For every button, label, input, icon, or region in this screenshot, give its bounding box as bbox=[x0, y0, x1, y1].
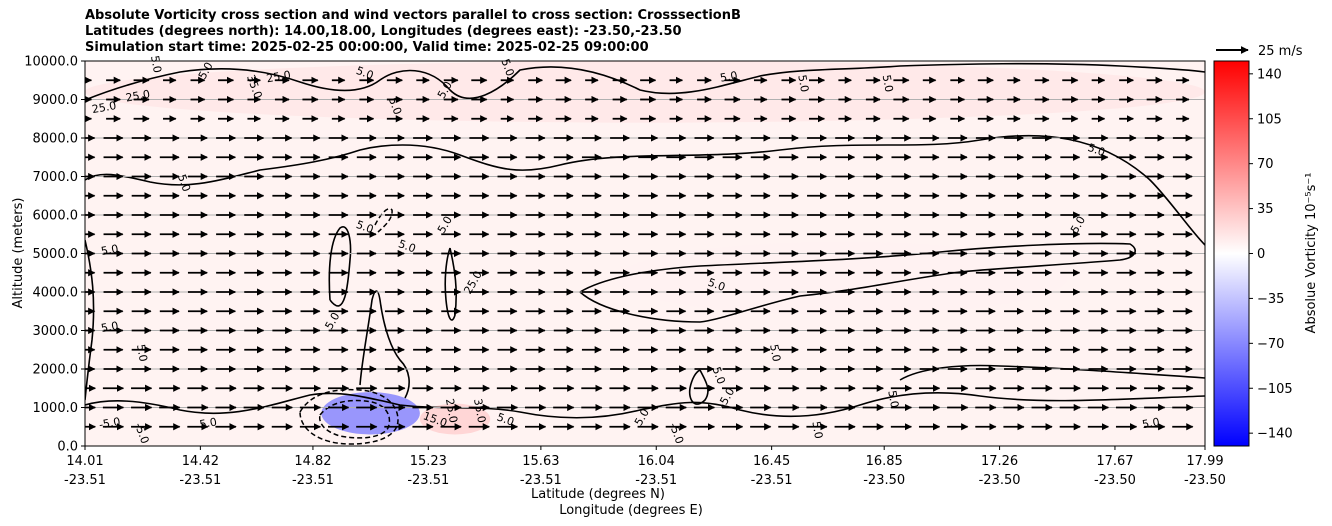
contour-label: 5.0 bbox=[719, 69, 738, 85]
colorbar-tick-label: −35 bbox=[1257, 292, 1284, 307]
contour-label: 5.0 bbox=[100, 319, 119, 335]
contour-label: 5.0 bbox=[495, 411, 516, 429]
colorbar-tick-label: 35 bbox=[1257, 202, 1274, 217]
x-tick-label-lat: 17.67 bbox=[1096, 454, 1133, 469]
x-tick-label-lat: 14.42 bbox=[182, 454, 219, 469]
y-tick-label: 0.0 bbox=[57, 440, 78, 455]
contour-label: 5.0 bbox=[767, 343, 783, 362]
colorbar-tick-label: 0 bbox=[1257, 247, 1265, 262]
contour-label: 5.0 bbox=[397, 237, 418, 255]
contour-label: 25.0 bbox=[265, 68, 291, 85]
quiver-key-label: 25 m/s bbox=[1258, 44, 1303, 59]
contour-label: 25.0 bbox=[125, 88, 151, 105]
contour-label: 25.0 bbox=[443, 398, 460, 424]
contour-line bbox=[578, 242, 1136, 323]
y-tick-label: 5000.0 bbox=[33, 247, 79, 262]
contour-label: 25.0 bbox=[91, 99, 117, 116]
colorbar-tick-label: −70 bbox=[1257, 337, 1284, 352]
x-tick-label-lon: -23.50 bbox=[1184, 473, 1226, 488]
contour-label: 5.0 bbox=[386, 96, 404, 117]
x-tick-label-lat: 14.82 bbox=[294, 454, 331, 469]
x-tick-label-lon: -23.50 bbox=[1094, 473, 1136, 488]
x-tick-label-lat: 16.04 bbox=[638, 454, 675, 469]
colorbar-tick-label: 70 bbox=[1257, 157, 1274, 172]
x-tick-label-lat: 16.45 bbox=[753, 454, 790, 469]
x-tick-label-lon: -23.51 bbox=[520, 473, 562, 488]
x-tick-label-lat: 15.23 bbox=[410, 454, 447, 469]
contour-label: 5.0 bbox=[809, 420, 825, 439]
contour-line-negative bbox=[374, 208, 393, 233]
y-tick-label: 3000.0 bbox=[33, 324, 79, 339]
quiver-key: 25 m/s bbox=[1216, 44, 1303, 59]
contour-label: 5.0 bbox=[880, 74, 896, 93]
y-tick-label: 6000.0 bbox=[33, 209, 79, 224]
y-axis: 0.0 1000.0 2000.0 3000.0 4000.0 5000.0 6000.0 7… bbox=[24, 55, 85, 455]
contour-line bbox=[359, 290, 410, 399]
x-tick-label-lat: 17.26 bbox=[981, 454, 1018, 469]
x-tick-label-lon: -23.50 bbox=[863, 473, 905, 488]
colorbar-ticks: 140 105 70 35 0 −35 −70 −105 −140 bbox=[1249, 67, 1293, 442]
x-tick-label-lon: -23.51 bbox=[751, 473, 793, 488]
contour-label: 35.0 bbox=[471, 398, 488, 424]
contour-line bbox=[85, 239, 95, 401]
x-axis-label-longitude: Longitude (degrees E) bbox=[559, 503, 703, 518]
contour-label: 5.0 bbox=[795, 74, 811, 93]
contour-label: 5.0 bbox=[1141, 415, 1160, 431]
y-tick-label: 7000.0 bbox=[33, 170, 79, 185]
contour-line bbox=[85, 391, 1205, 419]
contour-line-negative bbox=[299, 388, 399, 445]
x-tick-label-lon: -23.51 bbox=[635, 473, 677, 488]
y-tick-label: 9000.0 bbox=[33, 93, 79, 108]
x-tick-label-lon: -23.51 bbox=[64, 473, 106, 488]
x-axis: 14.01 -23.51 14.42 -23.51 14.82 -23.51 15.23 -2… bbox=[64, 446, 1226, 488]
chart-title-line-3: Simulation start time: 2025-02-25 00:00:… bbox=[85, 40, 649, 55]
contour-label: 5.0 bbox=[198, 415, 217, 431]
y-tick-label: 10000.0 bbox=[24, 55, 78, 70]
x-tick-label-lat: 15.63 bbox=[522, 454, 559, 469]
x-tick-label-lat: 14.01 bbox=[66, 454, 103, 469]
y-tick-label: 8000.0 bbox=[33, 132, 79, 147]
contour-label: 5.0 bbox=[354, 64, 375, 82]
y-tick-label: 1000.0 bbox=[33, 401, 79, 416]
contour-line bbox=[85, 62, 1205, 101]
contour-label: 5.0 bbox=[885, 389, 901, 408]
contour-line bbox=[688, 369, 709, 405]
x-axis-label-latitude: Latitude (degrees N) bbox=[531, 487, 665, 502]
contour-label: 5.0 bbox=[710, 365, 728, 386]
negative-contours bbox=[299, 208, 399, 445]
colorbar-tick-label: 140 bbox=[1257, 67, 1282, 82]
y-axis-label: Altitude (meters) bbox=[11, 198, 26, 309]
contour-label: 5.0 bbox=[706, 276, 727, 294]
colorbar bbox=[1213, 60, 1250, 447]
contour-line-negative bbox=[318, 399, 391, 439]
chart-title-line-2: Latitudes (degrees north): 14.00,18.00, … bbox=[85, 24, 682, 39]
colorbar-tick-label: 105 bbox=[1257, 112, 1282, 127]
shading-region bbox=[616, 241, 1068, 316]
wind-vectors bbox=[85, 76, 1194, 431]
contour-line bbox=[899, 364, 1205, 381]
colorbar-tick-label: −105 bbox=[1257, 382, 1293, 397]
chart-title-line-1: Absolute Vorticity cross section and win… bbox=[85, 8, 741, 23]
contour-label: 5.0 bbox=[148, 54, 164, 73]
x-tick-label-lat: 17.99 bbox=[1186, 454, 1223, 469]
contour-label: 5.0 bbox=[134, 343, 150, 362]
contour-label: 5.0 bbox=[498, 57, 516, 78]
x-tick-label-lat: 16.85 bbox=[866, 454, 903, 469]
x-tick-label-lon: -23.51 bbox=[179, 473, 221, 488]
contour-label: 5.0 bbox=[354, 218, 375, 236]
contour-label: 5.0 bbox=[1086, 141, 1107, 159]
colorbar-label: Absolue Vorticity 10⁻⁵s⁻¹ bbox=[1304, 173, 1319, 334]
contour-line bbox=[328, 226, 352, 307]
x-tick-label-lon: -23.51 bbox=[292, 473, 334, 488]
y-tick-label: 4000.0 bbox=[33, 286, 79, 301]
colorbar-tick-label: −140 bbox=[1257, 427, 1293, 442]
contour-label: 5.0 bbox=[100, 242, 119, 258]
x-tick-label-lon: -23.50 bbox=[979, 473, 1021, 488]
contour-label: -5.0 bbox=[98, 415, 121, 432]
contour-label: 5.0 bbox=[175, 173, 193, 194]
y-tick-label: 2000.0 bbox=[33, 363, 79, 378]
x-tick-label-lon: -23.51 bbox=[407, 473, 449, 488]
